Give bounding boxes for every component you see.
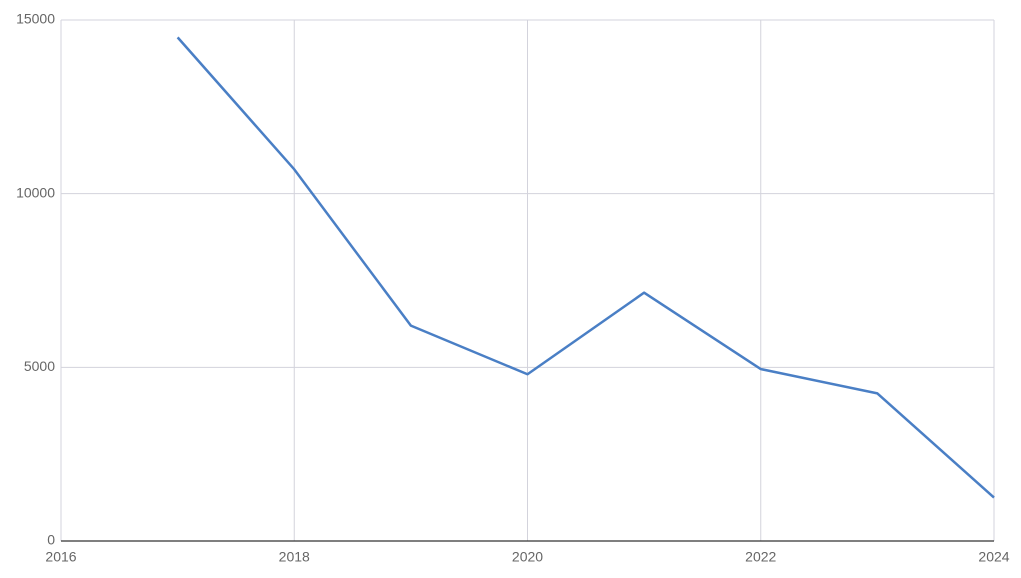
x-tick-label: 2024 — [978, 549, 1009, 565]
x-tick-label: 2018 — [279, 549, 310, 565]
y-tick-label: 5000 — [24, 358, 55, 374]
line — [176, 36, 995, 499]
x-tick-label: 2022 — [745, 549, 776, 565]
y-tick-label: 10000 — [16, 184, 55, 200]
y-tick-label: 0 — [47, 532, 55, 548]
y-tick-label: 15000 — [16, 11, 55, 27]
x-tick-label: 2020 — [512, 549, 543, 565]
x-tick-label: 2016 — [45, 549, 76, 565]
